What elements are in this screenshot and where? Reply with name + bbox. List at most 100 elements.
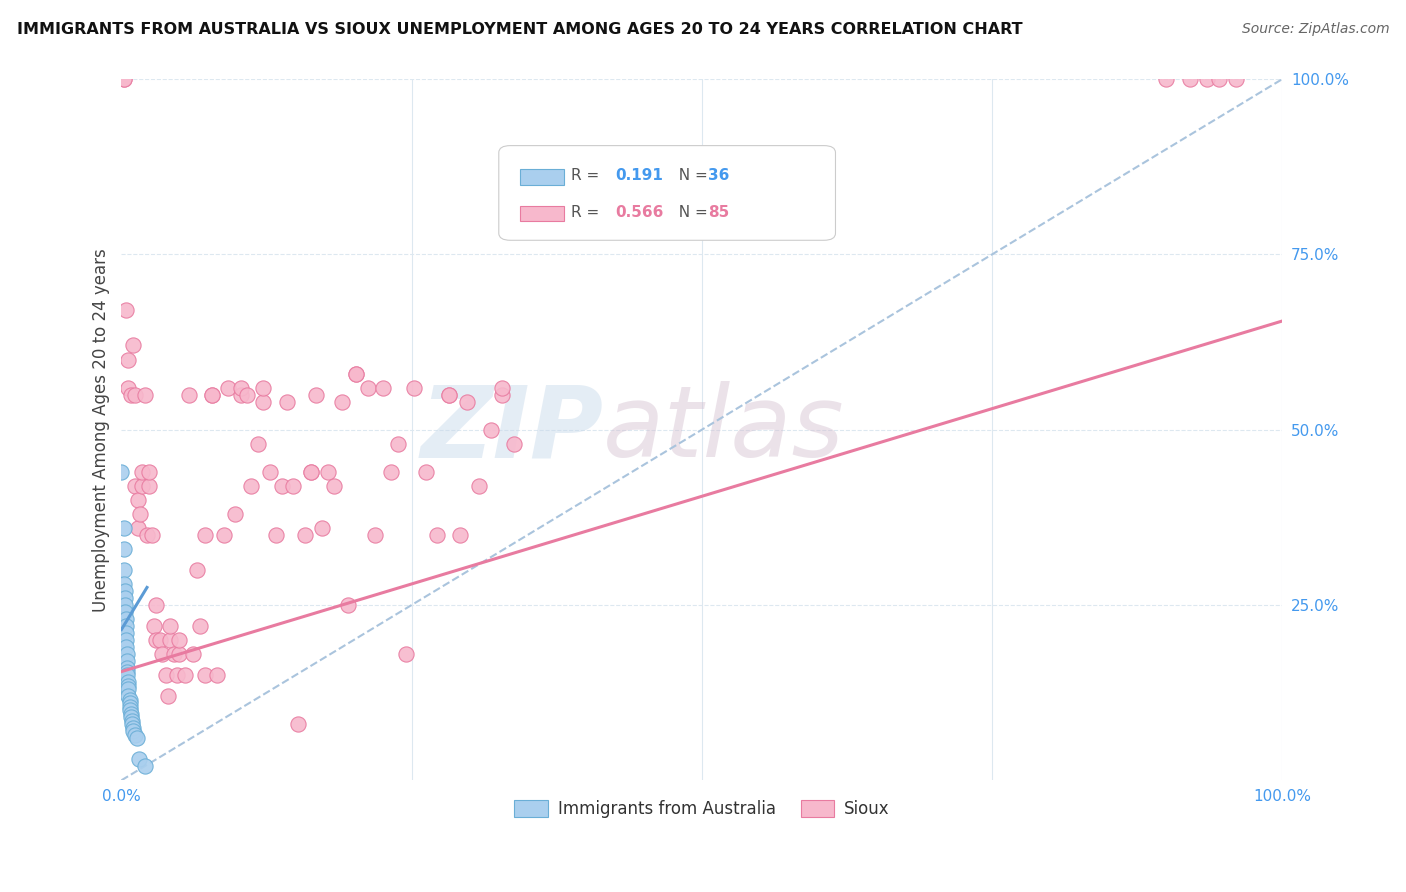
Point	[363, 528, 385, 542]
Point	[201, 387, 224, 401]
Point	[259, 465, 281, 479]
Point	[402, 380, 425, 394]
Text: Source: ZipAtlas.com: Source: ZipAtlas.com	[1241, 22, 1389, 37]
Point	[270, 479, 292, 493]
Point	[141, 528, 163, 542]
Point	[240, 479, 263, 493]
Point	[117, 380, 139, 394]
Point	[134, 387, 156, 401]
Point	[127, 521, 149, 535]
Point	[186, 563, 208, 577]
Point	[299, 465, 322, 479]
Text: N =: N =	[669, 204, 713, 219]
Point	[294, 528, 316, 542]
Point	[128, 752, 150, 766]
Point	[387, 436, 409, 450]
Point	[118, 703, 141, 717]
Text: IMMIGRANTS FROM AUSTRALIA VS SIOUX UNEMPLOYMENT AMONG AGES 20 TO 24 YEARS CORREL: IMMIGRANTS FROM AUSTRALIA VS SIOUX UNEMP…	[17, 22, 1022, 37]
Point	[491, 380, 513, 394]
Point	[276, 394, 298, 409]
Point	[217, 380, 239, 394]
Point	[118, 692, 141, 706]
Point	[169, 647, 191, 661]
Point	[205, 668, 228, 682]
Point	[177, 387, 200, 401]
Point	[114, 583, 136, 598]
Point	[169, 633, 191, 648]
Point	[118, 696, 141, 710]
Point	[138, 465, 160, 479]
Point	[112, 577, 135, 591]
Point	[437, 387, 460, 401]
Point	[115, 612, 138, 626]
Point	[166, 668, 188, 682]
Point	[117, 352, 139, 367]
Point	[129, 507, 152, 521]
Point	[117, 675, 139, 690]
Point	[112, 72, 135, 87]
Point	[115, 633, 138, 648]
Point	[502, 436, 524, 450]
Point	[138, 479, 160, 493]
Point	[311, 521, 333, 535]
Point	[120, 710, 142, 724]
Point	[136, 528, 159, 542]
Legend: Immigrants from Australia, Sioux: Immigrants from Australia, Sioux	[508, 793, 896, 824]
Point	[305, 387, 328, 401]
Point	[145, 633, 167, 648]
Point	[336, 598, 359, 612]
Point	[456, 394, 478, 409]
Point	[1178, 72, 1201, 87]
Point	[122, 721, 145, 735]
Point	[115, 640, 138, 654]
Text: N =: N =	[669, 168, 713, 183]
Point	[159, 633, 181, 648]
Point	[344, 367, 367, 381]
Point	[380, 465, 402, 479]
Point	[121, 717, 143, 731]
Text: 0.191: 0.191	[614, 168, 662, 183]
Point	[121, 714, 143, 728]
Point	[131, 465, 153, 479]
Point	[163, 647, 186, 661]
Point	[117, 668, 139, 682]
Text: 36: 36	[707, 168, 730, 183]
Point	[287, 717, 309, 731]
Text: ZIP: ZIP	[420, 381, 603, 478]
Point	[124, 728, 146, 742]
Point	[122, 724, 145, 739]
Point	[156, 689, 179, 703]
Point	[149, 633, 172, 648]
Point	[142, 619, 165, 633]
Point	[194, 668, 217, 682]
Point	[117, 689, 139, 703]
Point	[150, 647, 173, 661]
Point	[115, 303, 138, 318]
Point	[125, 731, 148, 746]
Point	[117, 661, 139, 675]
Point	[114, 605, 136, 619]
Point	[1208, 72, 1230, 87]
Point	[155, 668, 177, 682]
Point	[1195, 72, 1218, 87]
Text: 85: 85	[707, 204, 730, 219]
Point	[194, 528, 217, 542]
Point	[117, 647, 139, 661]
Point	[115, 626, 138, 640]
Point	[252, 380, 274, 394]
Point	[229, 380, 252, 394]
Point	[112, 521, 135, 535]
Point	[190, 619, 212, 633]
Point	[115, 619, 138, 633]
Point	[183, 647, 205, 661]
Point	[117, 665, 139, 679]
Point	[145, 598, 167, 612]
Point	[112, 541, 135, 556]
Point	[1156, 72, 1178, 87]
Point	[114, 591, 136, 605]
Point	[468, 479, 491, 493]
Point	[344, 367, 367, 381]
Point	[134, 759, 156, 773]
Point	[201, 387, 224, 401]
Text: R =: R =	[571, 168, 605, 183]
